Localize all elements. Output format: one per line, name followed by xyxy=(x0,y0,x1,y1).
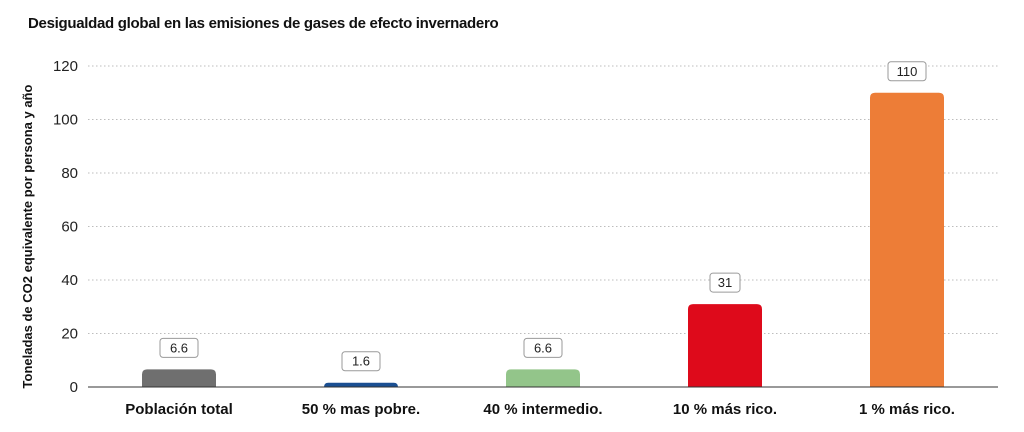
y-tick-label: 100 xyxy=(53,112,78,129)
x-category-label: 40 % intermedio. xyxy=(483,401,602,418)
data-label: 1.6 xyxy=(352,354,370,369)
data-label-box xyxy=(887,61,927,82)
data-label: 110 xyxy=(897,64,918,79)
gridlines xyxy=(88,65,998,334)
x-category-label: 1 % más rico. xyxy=(859,401,955,418)
bar xyxy=(324,382,398,387)
y-tick-labels: 0 20 40 60 80 100 120 xyxy=(53,58,78,396)
bar xyxy=(142,369,216,387)
y-tick-label: 60 xyxy=(61,219,78,236)
data-label-box xyxy=(709,272,741,293)
data-label-box xyxy=(523,337,563,358)
chart-title: Desigualdad global en las emisiones de g… xyxy=(28,15,499,32)
bar xyxy=(870,92,944,387)
y-tick-label: 120 xyxy=(53,58,78,75)
y-tick-label: 80 xyxy=(61,165,78,182)
x-category-label: Población total xyxy=(125,401,233,418)
y-axis-label: Toneladas de CO2 equivalente por persona… xyxy=(20,85,35,389)
y-tick-label: 20 xyxy=(61,326,78,343)
bars xyxy=(142,92,944,387)
y-tick-label: 0 xyxy=(70,379,78,396)
bar xyxy=(506,369,580,387)
y-tick-label: 40 xyxy=(61,272,78,289)
bar xyxy=(688,304,762,387)
data-label: 6.6 xyxy=(170,340,188,355)
data-labels: 6.6 1.6 6.6 31 110 xyxy=(159,61,927,372)
data-label-box xyxy=(341,351,381,372)
data-label: 6.6 xyxy=(534,340,552,355)
data-label-box xyxy=(159,337,199,358)
x-category-label: 50 % mas pobre. xyxy=(302,401,420,418)
x-category-label: 10 % más rico. xyxy=(673,401,777,418)
data-label: 31 xyxy=(718,275,732,290)
x-category-labels: Población total 50 % mas pobre. 40 % inter… xyxy=(125,401,955,418)
